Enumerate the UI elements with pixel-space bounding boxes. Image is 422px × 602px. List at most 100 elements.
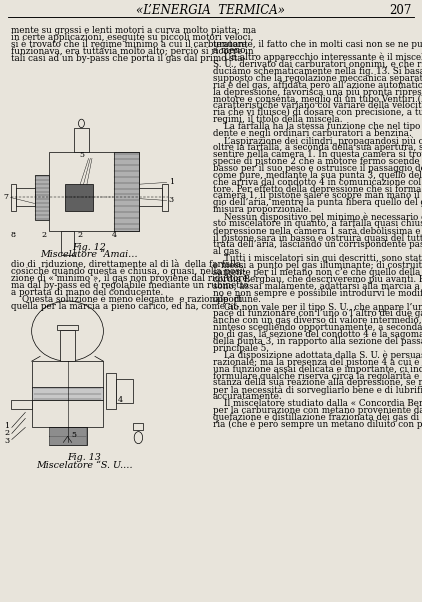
Bar <box>32 387 103 400</box>
Text: tali casi ad un by-pass che porta il gas dal primo sta-: tali casi ad un by-pass che porta il gas… <box>11 54 245 63</box>
Text: ria (che è però sempre un metano diluito con piccole: ria (che è però sempre un metano diluito… <box>213 420 422 429</box>
Bar <box>11 184 16 211</box>
Text: 8: 8 <box>11 231 16 238</box>
Bar <box>32 400 103 427</box>
Text: formulare qualche riserva circa la regolarità e la co-: formulare qualche riserva circa la regol… <box>213 371 422 381</box>
Text: una funzione assai delicata e importante, ci induce a: una funzione assai delicata e importante… <box>213 364 422 373</box>
Text: La disposizione adottata dalla S. U. è persuasiva e: La disposizione adottata dalla S. U. è p… <box>213 350 422 360</box>
Text: ninteso scegliendo opportunamente, a seconda del ti-: ninteso scegliendo opportunamente, a sec… <box>213 323 422 332</box>
Text: Fig. 13: Fig. 13 <box>68 453 101 462</box>
Text: 5: 5 <box>79 150 84 158</box>
Text: 3: 3 <box>169 196 174 205</box>
Circle shape <box>78 119 84 128</box>
Text: Miscelatore “Amai…: Miscelatore “Amai… <box>40 250 138 259</box>
Text: opportune.: opportune. <box>213 295 262 304</box>
Text: Un altro apparecchio interessante è il miscelatore: Un altro apparecchio interessante è il m… <box>213 53 422 63</box>
Text: ria che vi fluisce) di dosare con precisione, a tutti i: ria che vi fluisce) di dosare con precis… <box>213 108 422 117</box>
Text: per la necessità di sorvegliarlo bene e di lubrificarlo: per la necessità di sorvegliarlo bene e … <box>213 385 422 395</box>
Bar <box>32 361 103 388</box>
Text: Tutti i miscelatori sin qui descritti, sono stati previsti: Tutti i miscelatori sin qui descritti, s… <box>213 254 422 262</box>
Text: 5: 5 <box>72 431 77 439</box>
Bar <box>49 152 139 231</box>
Bar <box>133 423 143 430</box>
Text: tenuante, il fatto che in molti casi non se ne può fare: tenuante, il fatto che in molti casi non… <box>213 39 422 49</box>
Circle shape <box>134 432 143 444</box>
Text: regimi, il titolo della miscela.: regimi, il titolo della miscela. <box>213 116 343 124</box>
Text: che arriva dal condotto 4 in comunicazione col ridut-: che arriva dal condotto 4 in comunicazio… <box>213 178 422 187</box>
Text: 7: 7 <box>3 193 8 202</box>
Text: ma dal by-pass ed è regolabile mediante un rubinetto: ma dal by-pass ed è regolabile mediante … <box>11 281 248 290</box>
Text: al gas.: al gas. <box>213 247 242 256</box>
Text: camera 1, il pistone sale e scopre man mano il passag-: camera 1, il pistone sale e scopre man m… <box>213 191 422 200</box>
Text: sono, assai malamente, adattarsi alla marcia a meta-: sono, assai malamente, adattarsi alla ma… <box>213 281 422 290</box>
Text: La farfalla ha la stessa funzione che nel tipo prece-: La farfalla ha la stessa funzione che ne… <box>213 122 422 131</box>
Text: supposto che la regolazione meccanica separata dell’a-: supposto che la regolazione meccanica se… <box>213 73 422 82</box>
Text: caratteristiche variano col variare della velocità dell’a-: caratteristiche variano col variare dell… <box>213 101 422 110</box>
Text: si è trovato che il regime minimo a cui il carburatore: si è trovato che il regime minimo a cui … <box>11 40 246 49</box>
Text: pace di funzionare con l’uno o l’altro dei due gas, o: pace di funzionare con l’uno o l’altro d… <box>213 309 422 318</box>
Text: oltre la farfalla, a seconda della sua apertura, si fa: oltre la farfalla, a seconda della sua a… <box>213 143 422 152</box>
Text: sto miscelatore in quanto, a farfalla quasi chiusa, la: sto miscelatore in quanto, a farfalla qu… <box>213 219 422 228</box>
Text: accuratamente.: accuratamente. <box>213 393 283 401</box>
Bar <box>139 188 162 206</box>
Bar <box>11 400 32 409</box>
Text: il pistone sarà in basso e ostruirà quasi del tutto l’en-: il pistone sarà in basso e ostruirà quas… <box>213 233 422 243</box>
Text: depressione nella camera 1 sarà debolissima e perciò: depressione nella camera 1 sarà deboliss… <box>213 226 422 236</box>
Text: stanza della sua reazione alla depressione, se non altro: stanza della sua reazione alla depressio… <box>213 378 422 387</box>
Text: motore e consenta, meglio di un tubo Venturi (le cui: motore e consenta, meglio di un tubo Ven… <box>213 95 422 104</box>
Text: per la carburazione con metano proveniente dalla li-: per la carburazione con metano provenien… <box>213 406 422 415</box>
Bar <box>162 184 168 211</box>
Text: dente e negli ordinari carburatori a benzina.: dente e negli ordinari carburatori a ben… <box>213 129 412 138</box>
Text: sentire nella camera 1. In questa camera si trova una: sentire nella camera 1. In questa camera… <box>213 150 422 159</box>
Bar <box>57 325 78 330</box>
Text: funzionava, era tuttavia molto alto; perciò si ricorre in: funzionava, era tuttavia molto alto; per… <box>11 46 253 56</box>
Text: dio di  riduzione, direttamente al di là  della farfalla,: dio di riduzione, direttamente al di là … <box>11 260 243 269</box>
Text: no e non sempre è possibile introdurvi le modifiche: no e non sempre è possibile introdurvi l… <box>213 288 422 298</box>
Text: Nessun dispositivo pel minimo è necessario con que-: Nessun dispositivo pel minimo è necessar… <box>213 212 422 222</box>
Text: basso per il suo peso e ostruisce il passaggio dell’aria,: basso per il suo peso e ostruisce il pas… <box>213 164 422 173</box>
Text: zione di « minimo », il gas non proviene dal riduttore,: zione di « minimo », il gas non proviene… <box>11 274 250 283</box>
Text: in certe applicazioni, eseguite su piccoli motori veloci,: in certe applicazioni, eseguite su picco… <box>11 33 253 42</box>
Bar <box>49 427 87 445</box>
Text: misura proporzionale.: misura proporzionale. <box>213 205 311 214</box>
Text: a meno.: a meno. <box>213 46 248 55</box>
Text: 2: 2 <box>42 231 47 238</box>
Text: 2: 2 <box>4 429 9 438</box>
Text: L’aspirazione dei cilindri, propagandosi più o meno: L’aspirazione dei cilindri, propagandosi… <box>213 136 422 146</box>
Bar <box>106 373 116 409</box>
Text: duciamo schematicamente nella fig. 13. Si basa sul pre-: duciamo schematicamente nella fig. 13. S… <box>213 67 422 76</box>
Bar <box>60 330 75 361</box>
Text: 4: 4 <box>111 231 116 238</box>
Text: mente su grossi e lenti motori a curva molto piatta; ma: mente su grossi e lenti motori a curva m… <box>11 26 256 35</box>
Text: la depressione, favorisca una più pronta ripresa del: la depressione, favorisca una più pronta… <box>213 87 422 97</box>
Text: 4: 4 <box>118 396 123 405</box>
Bar <box>74 128 89 152</box>
Text: Miscelatore “S. U.…: Miscelatore “S. U.… <box>36 461 133 470</box>
Text: po di gas, la sezione del condotto 4 e la sagomatura: po di gas, la sezione del condotto 4 e l… <box>213 330 422 339</box>
Text: cordia Bergbau, che descriveremo più avanti. Però pos-: cordia Bergbau, che descriveremo più ava… <box>213 275 422 284</box>
Text: e messi a punto pel gas illuminante; di costruiti espres-: e messi a punto pel gas illuminante; di … <box>213 261 422 270</box>
Text: 3: 3 <box>4 437 9 445</box>
Text: S. U., derivato dai carburatori ononimi, e che ripro-: S. U., derivato dai carburatori ononimi,… <box>213 60 422 69</box>
Text: Il miscelatore studiato dalla « Concordia Bergbau »: Il miscelatore studiato dalla « Concordi… <box>213 399 422 408</box>
Text: «L’ENERGIA  TERMICA»: «L’ENERGIA TERMICA» <box>136 4 286 17</box>
Text: razionale; ma la presenza del pistone 4 a cui è affidata: razionale; ma la presenza del pistone 4 … <box>213 358 422 367</box>
Text: principale 5.: principale 5. <box>213 344 269 353</box>
Text: specie di pistone 2 che a motore fermo scende in: specie di pistone 2 che a motore fermo s… <box>213 157 422 166</box>
Text: della punta 3, in rapporto alla sezione del passaggio: della punta 3, in rapporto alla sezione … <box>213 337 422 346</box>
Text: ria e del gas, affidata però all’azione automatica del-: ria e del gas, affidata però all’azione … <box>213 81 422 90</box>
Text: trata dell’aria, lasciando un corrispondente passaggio: trata dell’aria, lasciando un corrispond… <box>213 240 422 249</box>
Text: Ciò non vale per il tipo S. U., che appare l’unico ca-: Ciò non vale per il tipo S. U., che appa… <box>213 302 422 312</box>
Text: anche con un gas diverso di valore intermedio, be-: anche con un gas diverso di valore inter… <box>213 316 422 325</box>
Text: 2: 2 <box>78 231 83 238</box>
Bar <box>116 379 133 403</box>
Text: quella per la marcia a pieno carico, ed ha, come at-: quella per la marcia a pieno carico, ed … <box>11 302 239 311</box>
Text: quefazione e distillazione frazionata dei gas di coke-: quefazione e distillazione frazionata de… <box>213 413 422 422</box>
Ellipse shape <box>32 301 103 361</box>
Text: samente per il metano non c’è che quello della Con-: samente per il metano non c’è che quello… <box>213 267 422 277</box>
Text: tore. Per effetto della depressione che si forma nella: tore. Per effetto della depressione che … <box>213 184 422 193</box>
Bar <box>16 188 35 206</box>
Text: Fig. 12: Fig. 12 <box>72 243 106 252</box>
Bar <box>114 152 139 231</box>
Text: 1: 1 <box>4 421 9 430</box>
